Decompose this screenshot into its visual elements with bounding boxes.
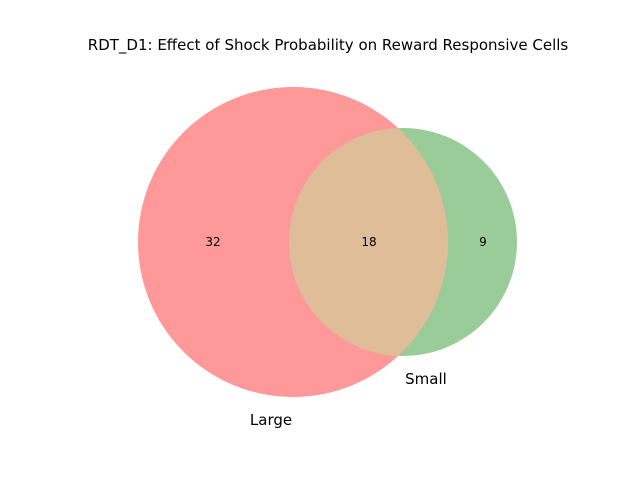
set-label-small: Small xyxy=(405,370,447,388)
set-intersection xyxy=(289,128,448,356)
region-count-large-only: 32 xyxy=(205,235,220,249)
chart-title: RDT_D1: Effect of Shock Probability on R… xyxy=(88,36,569,55)
region-count-small-only: 9 xyxy=(479,235,487,249)
region-count-intersection: 18 xyxy=(361,235,376,249)
set-label-large: Large xyxy=(250,411,292,429)
